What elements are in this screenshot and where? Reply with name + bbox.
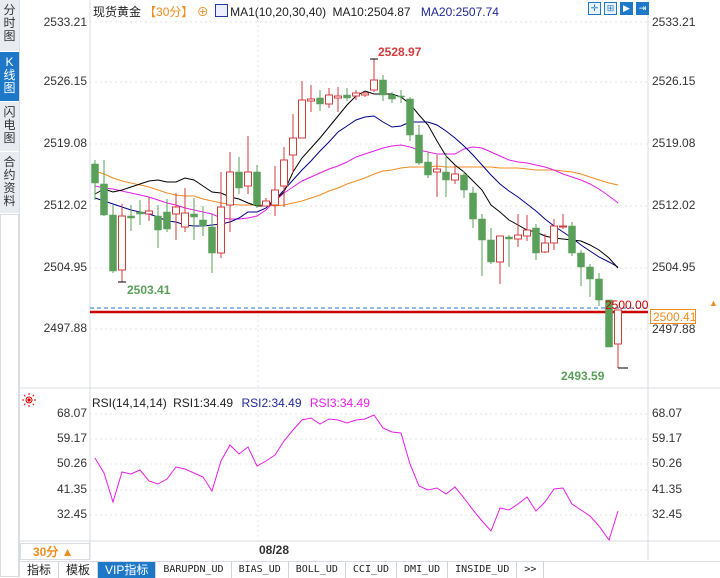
instrument-name: 现货黄金 [93, 5, 142, 19]
price-up-arrow-icon: ▲ [709, 298, 718, 308]
left-axis-label: 2519.08 [43, 136, 87, 150]
zoom-range-icon[interactable]: ⊞ [604, 2, 617, 15]
sidebar: 分时图 K线图 闪电图 合约资料 [0, 0, 20, 577]
sidebar-tab-timeshare[interactable]: 分时图 [0, 0, 19, 52]
ma-settings-label: MA1(10,20,30,40) [230, 5, 327, 19]
tab-dmi[interactable]: DMI_UD [397, 562, 449, 578]
tab-inside[interactable]: INSIDE_UD [448, 562, 518, 578]
right-axis-label: 2497.88 [652, 322, 696, 336]
low-price-label-right: 2493.59 [561, 369, 605, 383]
right-axis-label: 2512.02 [652, 198, 696, 212]
tab-barupdn[interactable]: BARUPDN_UD [156, 562, 232, 578]
sidebar-tab-kline[interactable]: K线图 [0, 52, 19, 102]
rsi-left-axis-label: 59.17 [56, 431, 87, 445]
left-axis-label: 2504.95 [43, 260, 87, 274]
tab-indicators[interactable]: 指标 [20, 562, 60, 578]
period-selector[interactable]: 30分 ▲ [20, 543, 90, 560]
left-axis-label: 2497.88 [43, 321, 87, 335]
left-axis-label: 2533.21 [43, 15, 87, 29]
crosshair-icon[interactable]: ✛ [588, 2, 601, 15]
left-axis-label: 2526.15 [43, 74, 87, 88]
tab-templates[interactable]: 模板 [59, 562, 99, 578]
play-right-icon[interactable]: ▶ [620, 2, 633, 15]
rsi1-value: RSI1:34.49 [173, 396, 234, 410]
right-axis-label: 2526.15 [652, 74, 696, 88]
add-indicator-icon[interactable]: ⊕ [196, 5, 209, 19]
tab-bias[interactable]: BIAS_UD [232, 562, 289, 578]
jump-end-icon[interactable]: ⇥ [636, 2, 649, 15]
rsi-title: RSI(14,14,14) [92, 396, 167, 410]
tab-more-button[interactable]: >> [517, 562, 545, 578]
low-price-label-left: 2503.41 [127, 283, 171, 297]
indicator-settings-icon[interactable] [22, 393, 36, 407]
alert-line-label: 2500.00 [605, 298, 649, 312]
rsi-right-axis-label: 59.17 [652, 431, 683, 445]
indicator-tabs: 指标 模板 VIP指标 BARUPDN_UD BIAS_UD BOLL_UD C… [20, 561, 720, 578]
rsi-right-axis-label: 68.07 [652, 406, 683, 420]
date-axis-label: 08/28 [259, 543, 290, 557]
sidebar-tab-contract-info[interactable]: 合约资料 [0, 152, 19, 214]
tab-vip-indicators[interactable]: VIP指标 [98, 562, 157, 578]
ma20-value: MA20:2507.74 [420, 5, 499, 19]
rsi-right-axis-label: 41.35 [652, 482, 683, 496]
rsi-left-axis-label: 32.45 [56, 507, 87, 521]
rsi-right-axis-label: 32.45 [652, 507, 683, 521]
left-axis-label: 2512.02 [43, 198, 87, 212]
sidebar-tab-flash[interactable]: 闪电图 [0, 102, 19, 152]
current-price-box: 2500.41 [650, 309, 696, 324]
ma-chart-icon[interactable] [215, 4, 229, 17]
chart-toolbar: ✛ ⊞ ▶ ⇥ [588, 2, 649, 15]
ma10-value: MA10:2504.87 [332, 5, 411, 19]
rsi-left-axis-label: 41.35 [56, 482, 87, 496]
right-axis-label: 2504.95 [652, 260, 696, 274]
tab-cci[interactable]: CCI_UD [346, 562, 398, 578]
rsi-header: RSI(14,14,14) RSI1:34.49 RSI2:34.49 RSI3… [92, 396, 375, 410]
rsi3-value: RSI3:34.49 [309, 396, 370, 410]
high-price-label: 2528.97 [378, 45, 422, 59]
period-label: 【30分】 [144, 5, 194, 19]
right-axis-label: 2533.21 [652, 15, 696, 29]
rsi2-value: RSI2:34.49 [241, 396, 302, 410]
right-axis-label: 2519.08 [652, 136, 696, 150]
rsi-right-axis-label: 50.26 [652, 456, 683, 470]
rsi-left-axis-label: 50.26 [56, 456, 87, 470]
chart-header: 现货黄金 【30分】 ⊕ MA1(10,20,30,40) MA10:2504.8… [93, 3, 502, 20]
rsi-left-axis-label: 68.07 [56, 406, 87, 420]
tab-boll[interactable]: BOLL_UD [289, 562, 346, 578]
